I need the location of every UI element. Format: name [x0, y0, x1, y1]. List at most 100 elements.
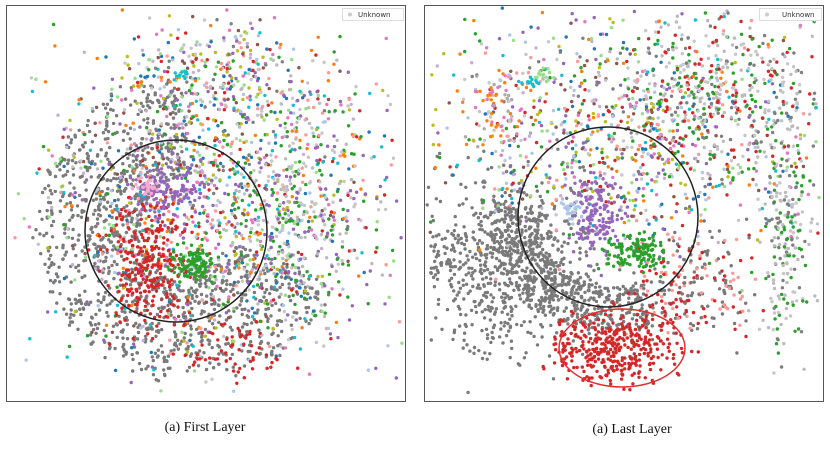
- point: [276, 217, 280, 221]
- point: [562, 282, 567, 286]
- point: [484, 275, 488, 280]
- point: [548, 297, 552, 302]
- point: [538, 194, 542, 199]
- point: [243, 161, 248, 165]
- point: [186, 299, 190, 303]
- point: [113, 270, 117, 275]
- point: [69, 208, 74, 212]
- point: [445, 307, 450, 312]
- point: [484, 256, 489, 260]
- point: [124, 352, 128, 356]
- point: [231, 59, 235, 63]
- point: [147, 131, 151, 136]
- point: [115, 172, 120, 176]
- point: [303, 289, 308, 293]
- point: [274, 356, 278, 361]
- point: [353, 164, 357, 168]
- point: [188, 354, 193, 358]
- point: [257, 346, 262, 350]
- point: [340, 150, 344, 154]
- point: [270, 235, 275, 239]
- point: [258, 299, 262, 303]
- point: [259, 90, 263, 95]
- point: [296, 366, 300, 370]
- point: [143, 318, 147, 323]
- point: [533, 229, 537, 233]
- point: [130, 267, 134, 271]
- point: [81, 145, 86, 149]
- point: [94, 312, 98, 317]
- point: [531, 247, 535, 251]
- point: [549, 258, 553, 262]
- point: [226, 192, 231, 197]
- point: [183, 176, 188, 180]
- point: [467, 271, 471, 275]
- point: [34, 77, 38, 81]
- point: [68, 218, 72, 222]
- point: [433, 243, 438, 247]
- point: [169, 172, 173, 177]
- point: [156, 55, 160, 60]
- point: [304, 164, 308, 168]
- point: [144, 327, 149, 331]
- point: [502, 267, 507, 271]
- point: [188, 202, 193, 207]
- point: [304, 133, 308, 137]
- point: [150, 248, 154, 252]
- point: [72, 155, 76, 159]
- point: [193, 299, 197, 303]
- point: [273, 181, 277, 185]
- point: [486, 304, 490, 309]
- point: [82, 209, 86, 213]
- point: [144, 175, 149, 179]
- point: [242, 208, 247, 212]
- point: [485, 119, 489, 123]
- point: [546, 259, 550, 264]
- point: [326, 79, 330, 83]
- point: [144, 367, 148, 371]
- point: [615, 213, 620, 218]
- point: [120, 306, 124, 310]
- point: [225, 183, 229, 187]
- point: [177, 199, 181, 203]
- point: [119, 175, 123, 180]
- point: [171, 110, 175, 115]
- point: [223, 269, 228, 273]
- point: [297, 116, 302, 121]
- point: [50, 154, 54, 158]
- point: [350, 248, 354, 253]
- point: [70, 158, 75, 163]
- point: [259, 340, 264, 344]
- point: [532, 277, 536, 282]
- point: [128, 103, 133, 107]
- point: [165, 95, 170, 100]
- point: [198, 173, 203, 178]
- point: [300, 180, 305, 184]
- point: [104, 154, 108, 158]
- point: [490, 306, 494, 310]
- point: [237, 125, 242, 129]
- point: [159, 122, 164, 126]
- point: [168, 93, 172, 97]
- point: [344, 142, 348, 146]
- point: [235, 306, 239, 310]
- point: [153, 66, 158, 70]
- point: [70, 244, 75, 248]
- point: [225, 279, 229, 283]
- point: [43, 262, 47, 266]
- point: [583, 311, 587, 316]
- point: [239, 222, 243, 226]
- point: [46, 184, 51, 188]
- point: [383, 207, 388, 212]
- point: [289, 182, 293, 186]
- point: [547, 274, 551, 278]
- point: [119, 329, 124, 334]
- point: [298, 316, 302, 321]
- point: [105, 114, 110, 119]
- point: [139, 172, 143, 176]
- point: [464, 261, 468, 265]
- point: [265, 253, 269, 258]
- point: [514, 304, 518, 308]
- point: [512, 288, 516, 292]
- point: [332, 150, 337, 154]
